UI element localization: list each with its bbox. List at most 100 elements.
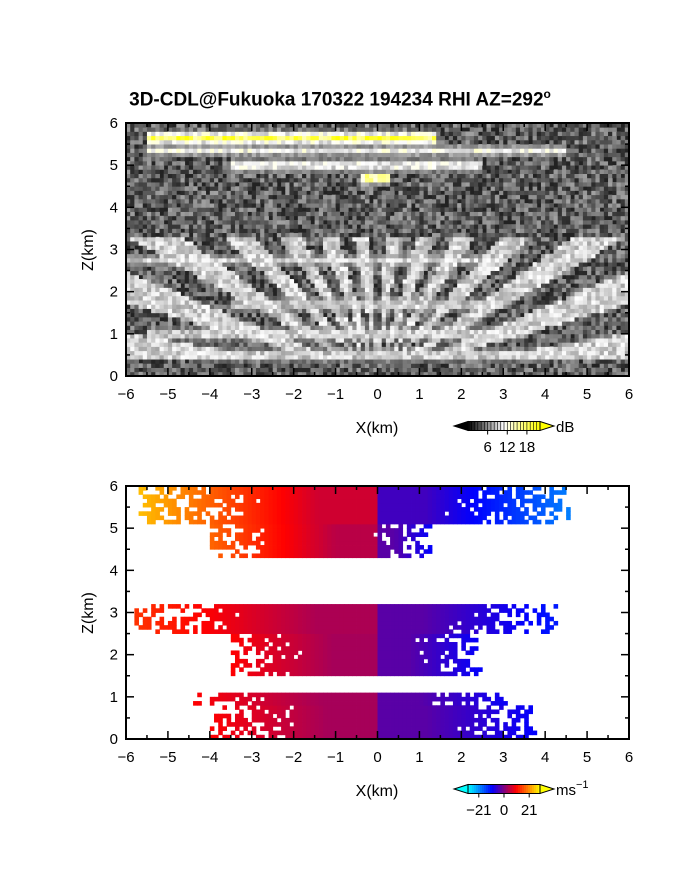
intensity-cell <box>494 329 500 335</box>
intensity-cell <box>402 270 408 276</box>
intensity-cell <box>172 300 177 305</box>
intensity-cell <box>272 312 278 318</box>
intensity-cell <box>276 304 282 309</box>
intensity-cell <box>209 329 215 335</box>
intensity-cell <box>540 350 546 356</box>
intensity-cell <box>142 203 148 208</box>
intensity-cell <box>339 257 345 263</box>
intensity-cell <box>557 203 563 208</box>
intensity-cell <box>431 333 437 339</box>
intensity-cell <box>356 266 362 271</box>
intensity-cell <box>369 266 374 271</box>
intensity-cell <box>599 371 605 376</box>
intensity-cell <box>222 228 227 234</box>
intensity-cell <box>163 325 169 331</box>
intensity-cell <box>276 346 282 352</box>
intensity-cell <box>473 219 479 225</box>
intensity-cell <box>423 333 429 339</box>
intensity-cell <box>415 262 420 267</box>
intensity-cell <box>193 338 198 343</box>
intensity-cell <box>172 308 177 314</box>
intensity-cell <box>557 194 563 200</box>
intensity-cell <box>478 333 483 339</box>
intensity-cell <box>188 371 194 376</box>
intensity-cell <box>155 253 160 259</box>
intensity-cell <box>440 232 445 238</box>
intensity-cell <box>222 363 227 368</box>
intensity-cell <box>268 308 274 314</box>
intensity-cell <box>570 228 575 234</box>
intensity-cell <box>444 295 450 301</box>
intensity-cell <box>402 354 408 360</box>
intensity-cell <box>197 194 202 200</box>
intensity-cell <box>205 245 211 250</box>
intensity-cell <box>276 194 282 200</box>
intensity-cell <box>243 236 248 242</box>
intensity-cell <box>142 228 148 234</box>
intensity-cell <box>608 262 613 267</box>
intensity-cell <box>511 338 517 343</box>
intensity-cell <box>142 211 148 217</box>
intensity-cell <box>402 249 408 255</box>
intensity-cell <box>314 367 320 373</box>
intensity-cell <box>159 350 165 356</box>
intensity-cell <box>390 321 395 326</box>
intensity-cell <box>390 207 395 212</box>
intensity-cell <box>482 316 487 322</box>
intensity-cell <box>511 224 517 229</box>
intensity-cell <box>142 207 148 212</box>
intensity-cell <box>151 316 156 322</box>
intensity-cell <box>356 300 362 305</box>
intensity-cell <box>524 211 529 217</box>
intensity-cell <box>130 207 135 212</box>
intensity-cell <box>306 270 311 276</box>
intensity-cell <box>167 232 173 238</box>
intensity-cell <box>612 274 617 280</box>
intensity-cell <box>452 367 458 373</box>
intensity-cell <box>612 241 617 246</box>
intensity-cell <box>352 203 357 208</box>
intensity-cell <box>352 249 357 255</box>
intensity-cell <box>352 359 357 364</box>
intensity-cell <box>159 300 165 305</box>
intensity-cell <box>364 367 370 373</box>
intensity-cell <box>377 371 383 376</box>
intensity-cell <box>431 342 437 347</box>
intensity-cell <box>473 253 479 259</box>
intensity-cell <box>545 262 550 267</box>
intensity-cell <box>520 321 525 326</box>
intensity-cell <box>155 190 160 196</box>
intensity-cell <box>352 367 357 373</box>
intensity-cell <box>448 257 454 263</box>
intensity-cell <box>394 342 399 347</box>
intensity-cell <box>134 371 139 376</box>
intensity-cell <box>415 274 420 280</box>
intensity-cell <box>448 338 454 343</box>
intensity-cell <box>209 359 215 364</box>
intensity-cell <box>331 279 336 284</box>
intensity-cell <box>608 245 613 250</box>
intensity-cell <box>440 257 445 263</box>
intensity-cell <box>360 287 366 293</box>
intensity-cell <box>553 354 559 360</box>
intensity-cell <box>264 232 269 238</box>
intensity-cell <box>234 245 240 250</box>
intensity-cell <box>331 350 336 356</box>
intensity-cell <box>411 321 416 326</box>
intensity-cell <box>398 354 404 360</box>
intensity-cell <box>499 283 504 288</box>
intensity-cell <box>595 228 601 234</box>
intensity-cell <box>331 203 336 208</box>
intensity-cell <box>557 350 563 356</box>
intensity-cell <box>331 321 336 326</box>
intensity-cell <box>264 198 269 204</box>
intensity-cell <box>247 266 253 271</box>
intensity-cell <box>490 367 496 373</box>
intensity-cell <box>327 241 332 246</box>
intensity-cell <box>540 211 546 217</box>
intensity-cell <box>364 354 370 360</box>
intensity-cell <box>402 363 408 368</box>
intensity-cell <box>369 245 374 250</box>
intensity-cell <box>608 219 613 225</box>
intensity-cell <box>486 308 492 314</box>
